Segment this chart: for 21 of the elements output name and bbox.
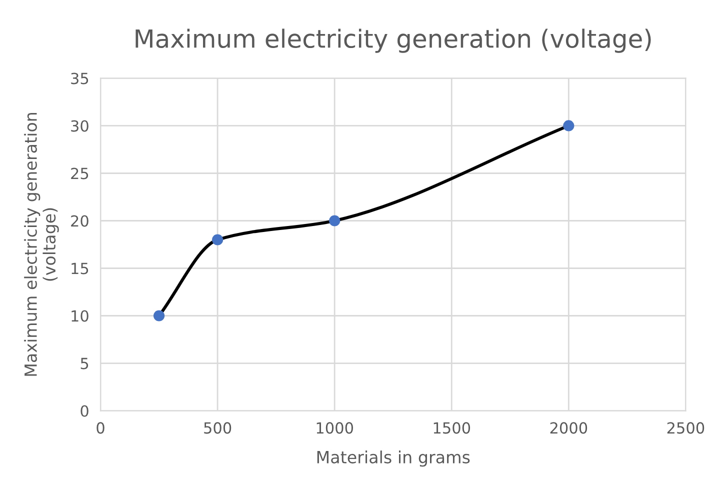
x-axis-title: Materials in grams (317, 450, 470, 467)
x-tick-label: 2000 (550, 422, 588, 434)
x-tick-label: 0 (96, 422, 104, 434)
x-tick-label: 1000 (316, 422, 354, 434)
point (153, 310, 165, 322)
point (212, 234, 224, 246)
y-axis-title: Maximum electricity generation (voltage) (24, 112, 59, 376)
x-tick-label: 500 (204, 422, 232, 434)
y-tick-label: 15 (72, 262, 88, 274)
y-tick-label: 0 (80, 405, 88, 417)
y-tick-label: 25 (71, 168, 88, 180)
point (329, 215, 340, 226)
y-tick-label: 30 (71, 120, 88, 132)
y-tick-label: 35 (71, 72, 88, 84)
chart-title: Maximum electricity generation (voltage) (136, 28, 651, 53)
y-tick-label: 5 (80, 358, 88, 370)
x-tick-label: 2500 (667, 422, 704, 434)
y-tick-label: 20 (71, 215, 88, 227)
point (563, 120, 574, 132)
y-tick-label: 10 (72, 310, 88, 322)
x-tick-label: 1500 (434, 422, 470, 434)
